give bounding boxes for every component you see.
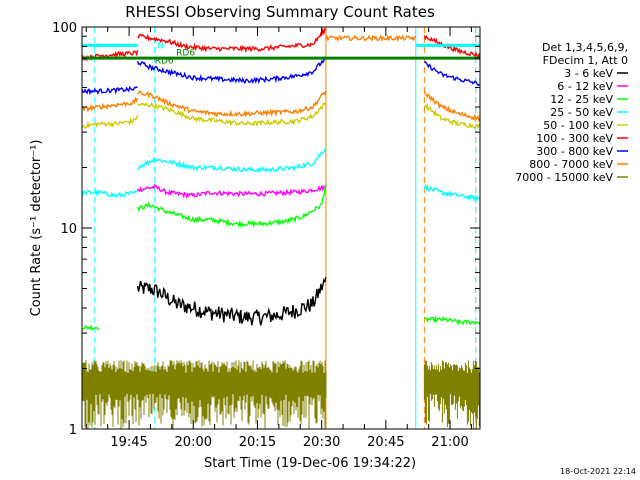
series-8 [82,360,480,429]
series-line-segment [136,56,327,85]
series-line-segment [424,314,480,326]
series-line-segment [137,27,327,54]
x-tick-label: 20:00 [175,435,212,450]
annotation-1: RD6 [176,49,195,59]
series-line-segment [423,103,480,130]
x-axis-label: Start Time (19-Dec-06 19:34:22) [204,456,416,471]
legend-entry-label: 7000 - 15000 keV [515,171,613,184]
series-line-segment [424,60,480,87]
y-tick-label: 100 [52,21,77,36]
series-4 [82,101,480,130]
series-line-segment [136,184,327,200]
legend-header-line: Det 1,3,4,5,6,9, [542,41,628,54]
series-line-segment [82,324,100,331]
series-line-segment [82,188,139,199]
legend-entry-label: 3 - 6 keV [564,67,613,80]
series-line-segment [82,85,138,96]
y-tick-label: 10 [60,222,77,237]
legend-entry-label: 300 - 800 keV [536,145,613,158]
legend-entry-label: 800 - 7000 keV [529,158,613,171]
y-axis-label: Count Rate (s⁻¹ detector⁻¹) [29,140,44,317]
x-tick-label: 21:00 [431,435,468,450]
legend-entry-label: 6 - 12 keV [557,80,613,93]
series-line-segment [136,184,327,229]
series-line-segment [82,96,139,113]
flag-label: N [157,41,164,51]
footer-date: 18-Oct-2021 22:14 [560,467,636,476]
series-line-segment [137,101,327,128]
series-1 [136,184,327,200]
series-line-segment [82,49,139,62]
series-noise-band [423,360,480,429]
series-5 [82,27,480,62]
series-line-segment [136,277,327,326]
series-2 [82,184,480,331]
chart-title: RHESSI Observing Summary Count Rates [125,3,435,21]
x-tick-label: 20:30 [303,435,340,450]
y-tick-label: 1 [69,423,77,438]
series-6 [82,56,480,96]
series-line-segment [137,90,327,118]
series-line-segment [423,35,480,59]
legend-entry-label: 12 - 25 keV [550,93,613,106]
x-tick-label: 19:45 [110,435,147,450]
legend-entry-label: 100 - 300 keV [536,132,613,145]
series-7 [82,34,480,122]
legend-header-line: FDecim 1, Att 0 [543,54,628,67]
series-0 [136,277,327,326]
series-noise-band [82,360,327,429]
series-line-segment [423,91,480,122]
series-line-segment [137,147,327,174]
annotation-0: RD6 [155,56,174,66]
legend-entry-label: 25 - 50 keV [550,106,613,119]
series-line-segment [325,34,417,43]
legend-entry-label: 50 - 100 keV [543,119,613,132]
series-line-segment [82,114,139,129]
x-tick-label: 20:45 [367,435,404,450]
series-3 [82,147,480,202]
series-line-segment [423,183,480,202]
x-tick-label: 20:15 [239,435,276,450]
